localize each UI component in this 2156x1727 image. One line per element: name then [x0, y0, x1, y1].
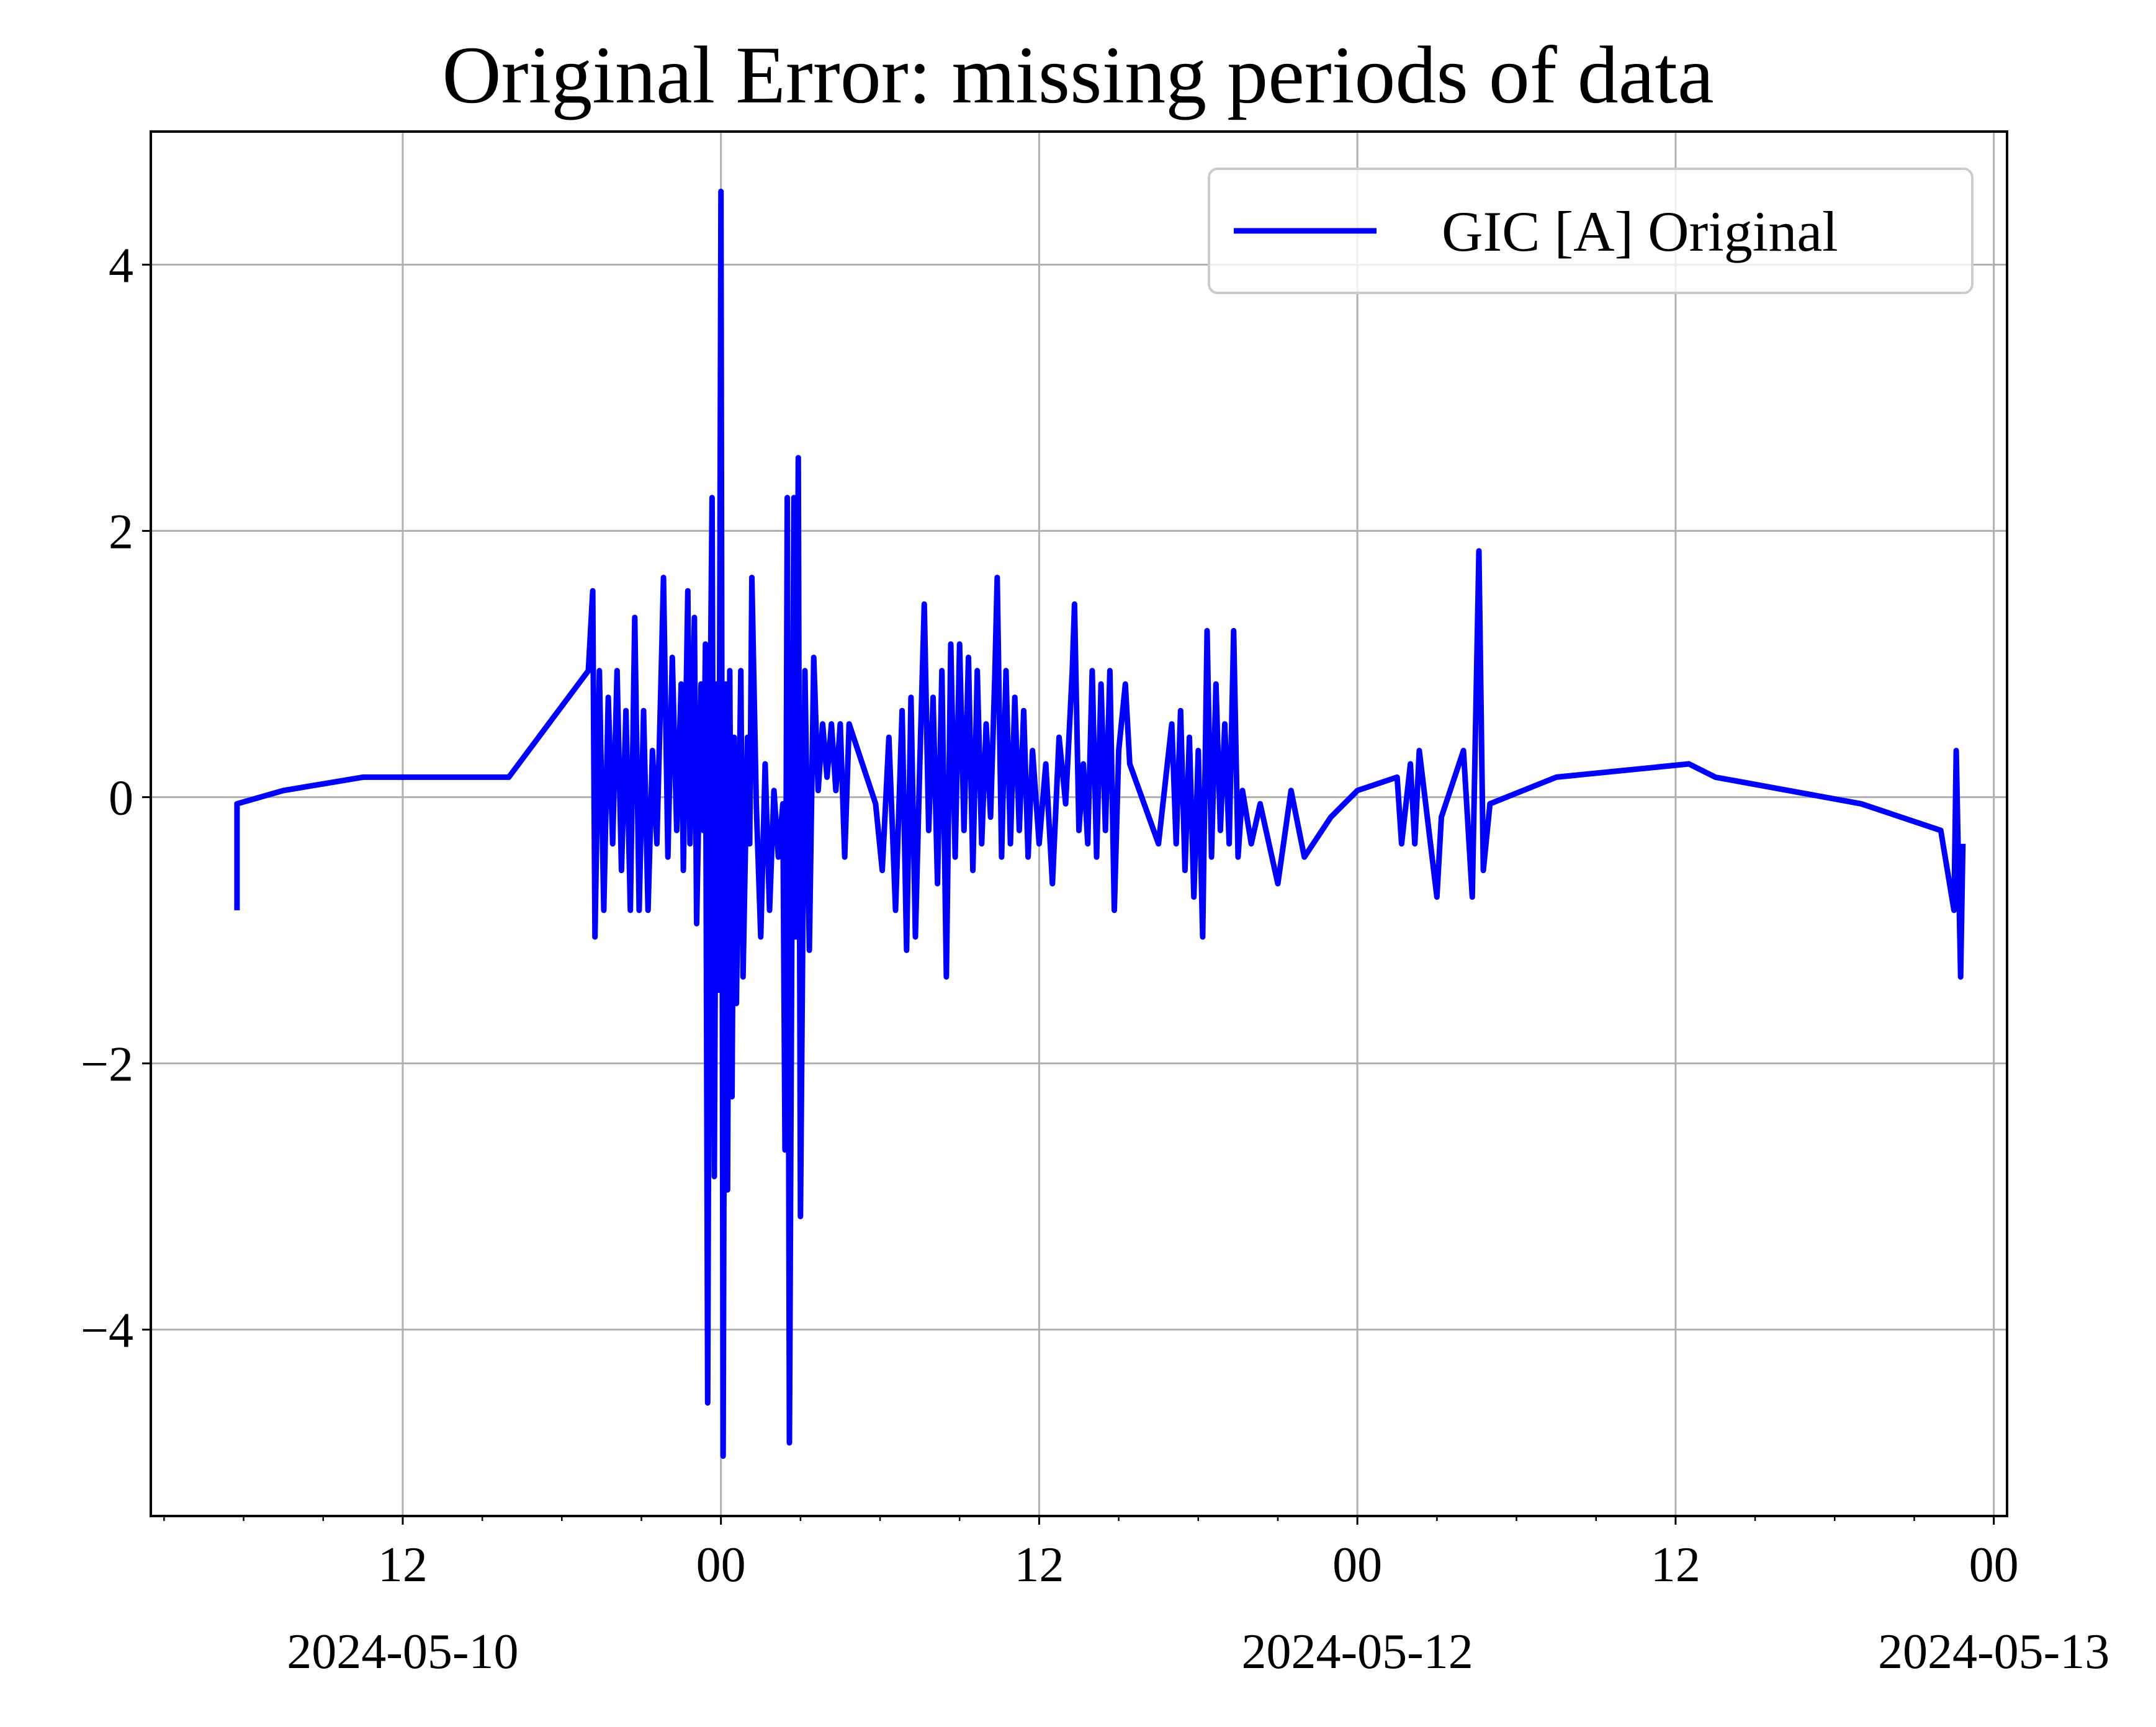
- series-line-gic-original: [234, 189, 1966, 1459]
- axis-ticks: −4 −2 0 2 4 12 2024-05-10 00 12 00 2024-05-12 12 00 2…: [81, 239, 2109, 1679]
- x-date-label: 2024-05-12: [1242, 1625, 1473, 1679]
- x-tick-label: 00: [1969, 1538, 2019, 1592]
- y-tick-label: −2: [81, 1038, 133, 1092]
- x-date-label: 2024-05-10: [287, 1625, 518, 1679]
- x-tick-label: 12: [1014, 1538, 1064, 1592]
- x-tick-label: 12: [1651, 1538, 1700, 1592]
- y-tick-label: 0: [109, 771, 133, 826]
- axes-frame: [150, 130, 2008, 1517]
- y-tick-label: −4: [81, 1304, 133, 1358]
- chart-title: Original Error: missing periods of data: [442, 29, 1714, 120]
- legend-box: [1208, 168, 1974, 294]
- plot-area: [234, 189, 1966, 1459]
- x-date-label: 2024-05-13: [1878, 1625, 2109, 1679]
- legend: GIC [A] Original: [1208, 168, 1974, 294]
- y-tick-label: 4: [109, 239, 133, 294]
- x-tick-label: 12: [378, 1538, 428, 1592]
- x-tick-label: 00: [696, 1538, 746, 1592]
- x-tick-label: 00: [1332, 1538, 1382, 1592]
- legend-label: GIC [A] Original: [1442, 200, 1838, 263]
- y-tick-label: 2: [109, 505, 133, 560]
